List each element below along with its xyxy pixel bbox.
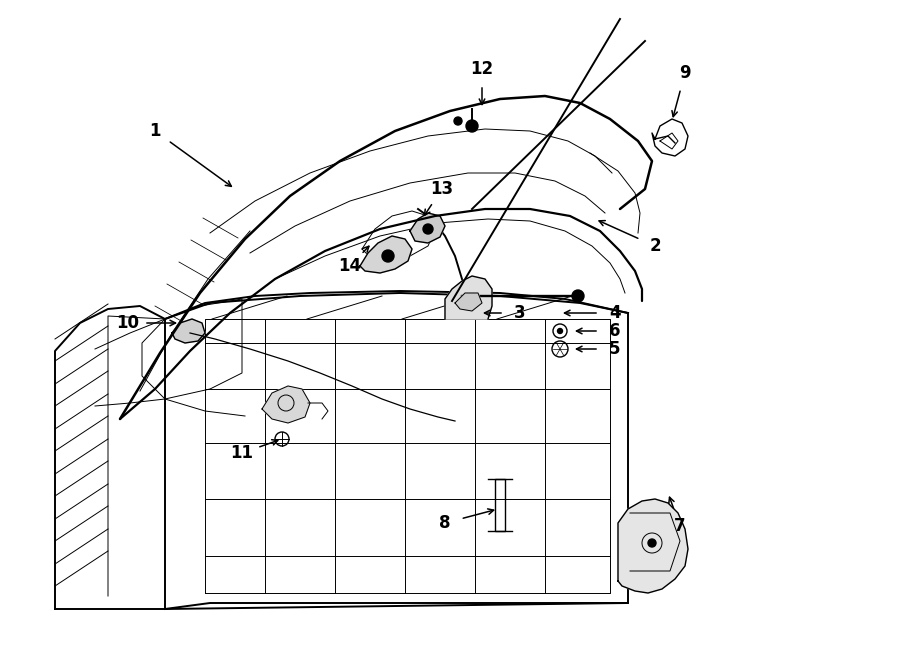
Polygon shape <box>618 499 688 593</box>
Text: 1: 1 <box>149 122 161 140</box>
Circle shape <box>382 250 394 262</box>
Text: 14: 14 <box>338 257 362 275</box>
Circle shape <box>423 224 433 234</box>
Text: 3: 3 <box>514 304 526 322</box>
Circle shape <box>557 329 562 334</box>
Text: 10: 10 <box>116 314 140 332</box>
Text: 8: 8 <box>439 514 451 532</box>
Text: 4: 4 <box>609 304 621 322</box>
Text: 12: 12 <box>471 60 493 78</box>
Text: 5: 5 <box>609 340 621 358</box>
Polygon shape <box>362 211 435 259</box>
Polygon shape <box>360 236 412 273</box>
Polygon shape <box>410 213 445 243</box>
Polygon shape <box>445 276 492 319</box>
Circle shape <box>454 117 462 125</box>
Text: 11: 11 <box>230 444 254 462</box>
Polygon shape <box>455 293 482 311</box>
Circle shape <box>572 290 584 302</box>
Polygon shape <box>262 386 310 423</box>
Text: 6: 6 <box>609 322 621 340</box>
Text: 13: 13 <box>430 180 454 198</box>
Text: 7: 7 <box>674 517 686 535</box>
Circle shape <box>466 120 478 132</box>
Circle shape <box>648 539 656 547</box>
Text: 9: 9 <box>680 64 691 82</box>
Polygon shape <box>172 319 205 343</box>
Text: 2: 2 <box>649 237 661 255</box>
